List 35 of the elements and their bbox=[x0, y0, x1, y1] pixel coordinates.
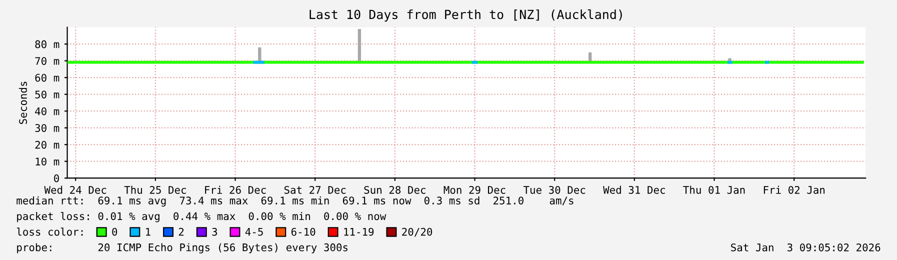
x-tick-label: Tue 30 Dec bbox=[523, 186, 586, 194]
y-tick-label: 40 m bbox=[35, 107, 60, 116]
text: probe: 20 ICMP Echo Pings (56 Bytes) every 300s bbox=[17, 243, 348, 254]
y-axis-title: Seconds bbox=[18, 82, 27, 124]
x-tick-label: Mon 29 Dec bbox=[444, 186, 506, 194]
text: median rtt: 69.1 ms avg 73.4 ms max 69.1 ms min 69.1 ms now 0.3 ms sd 251.0 am/s bbox=[16, 196, 574, 207]
y-tick-label: 30 m bbox=[35, 124, 60, 132]
y-tick-label: 20 m bbox=[35, 140, 60, 149]
bar bbox=[358, 28, 362, 62]
y-tick-label: 10 m bbox=[36, 158, 60, 166]
y-tick-label: 80 m bbox=[35, 40, 60, 48]
y-tick-label: 60 m bbox=[35, 74, 60, 82]
x-tick-label: Fri 02 Jan bbox=[764, 186, 825, 194]
legend-label: 2 bbox=[178, 228, 184, 236]
text: Sat Jan 3 09:05:02 2026 bbox=[731, 243, 880, 252]
legend-label: 20/20 bbox=[402, 228, 432, 237]
legend-label: 1 bbox=[146, 228, 150, 236]
legend-label: 3 bbox=[212, 228, 218, 236]
y-tick-label: 70 m bbox=[35, 57, 60, 65]
y-tick-label: 0 bbox=[54, 174, 59, 182]
x-tick-label: Sat 27 Dec bbox=[284, 186, 346, 194]
legend-label: 4-5 bbox=[245, 228, 263, 236]
x-tick-label: Thu 25 Dec bbox=[124, 186, 186, 194]
text: packet loss: 0.01 % avg 0.44 % max 0.00 % min 0.00 % now bbox=[17, 212, 386, 222]
chart-title: Last 10 Days from Perth to [NZ] (Auckland) bbox=[310, 9, 622, 22]
x-tick-label: Thu 01 Jan bbox=[683, 186, 745, 194]
legend-label: 11-19 bbox=[344, 228, 374, 236]
x-tick-label: Sun 28 Dec bbox=[364, 186, 426, 194]
x-tick-label: Wed 24 Dec bbox=[44, 186, 106, 194]
y-tick-label: 50 m bbox=[35, 90, 60, 98]
legend-label: 0 bbox=[112, 228, 118, 236]
text: loss color: bbox=[16, 228, 83, 236]
x-tick-label: Fri 26 Dec bbox=[205, 186, 266, 194]
legend-label: 6-10 bbox=[291, 228, 316, 236]
x-tick-label: Wed 31 Dec bbox=[603, 186, 665, 194]
